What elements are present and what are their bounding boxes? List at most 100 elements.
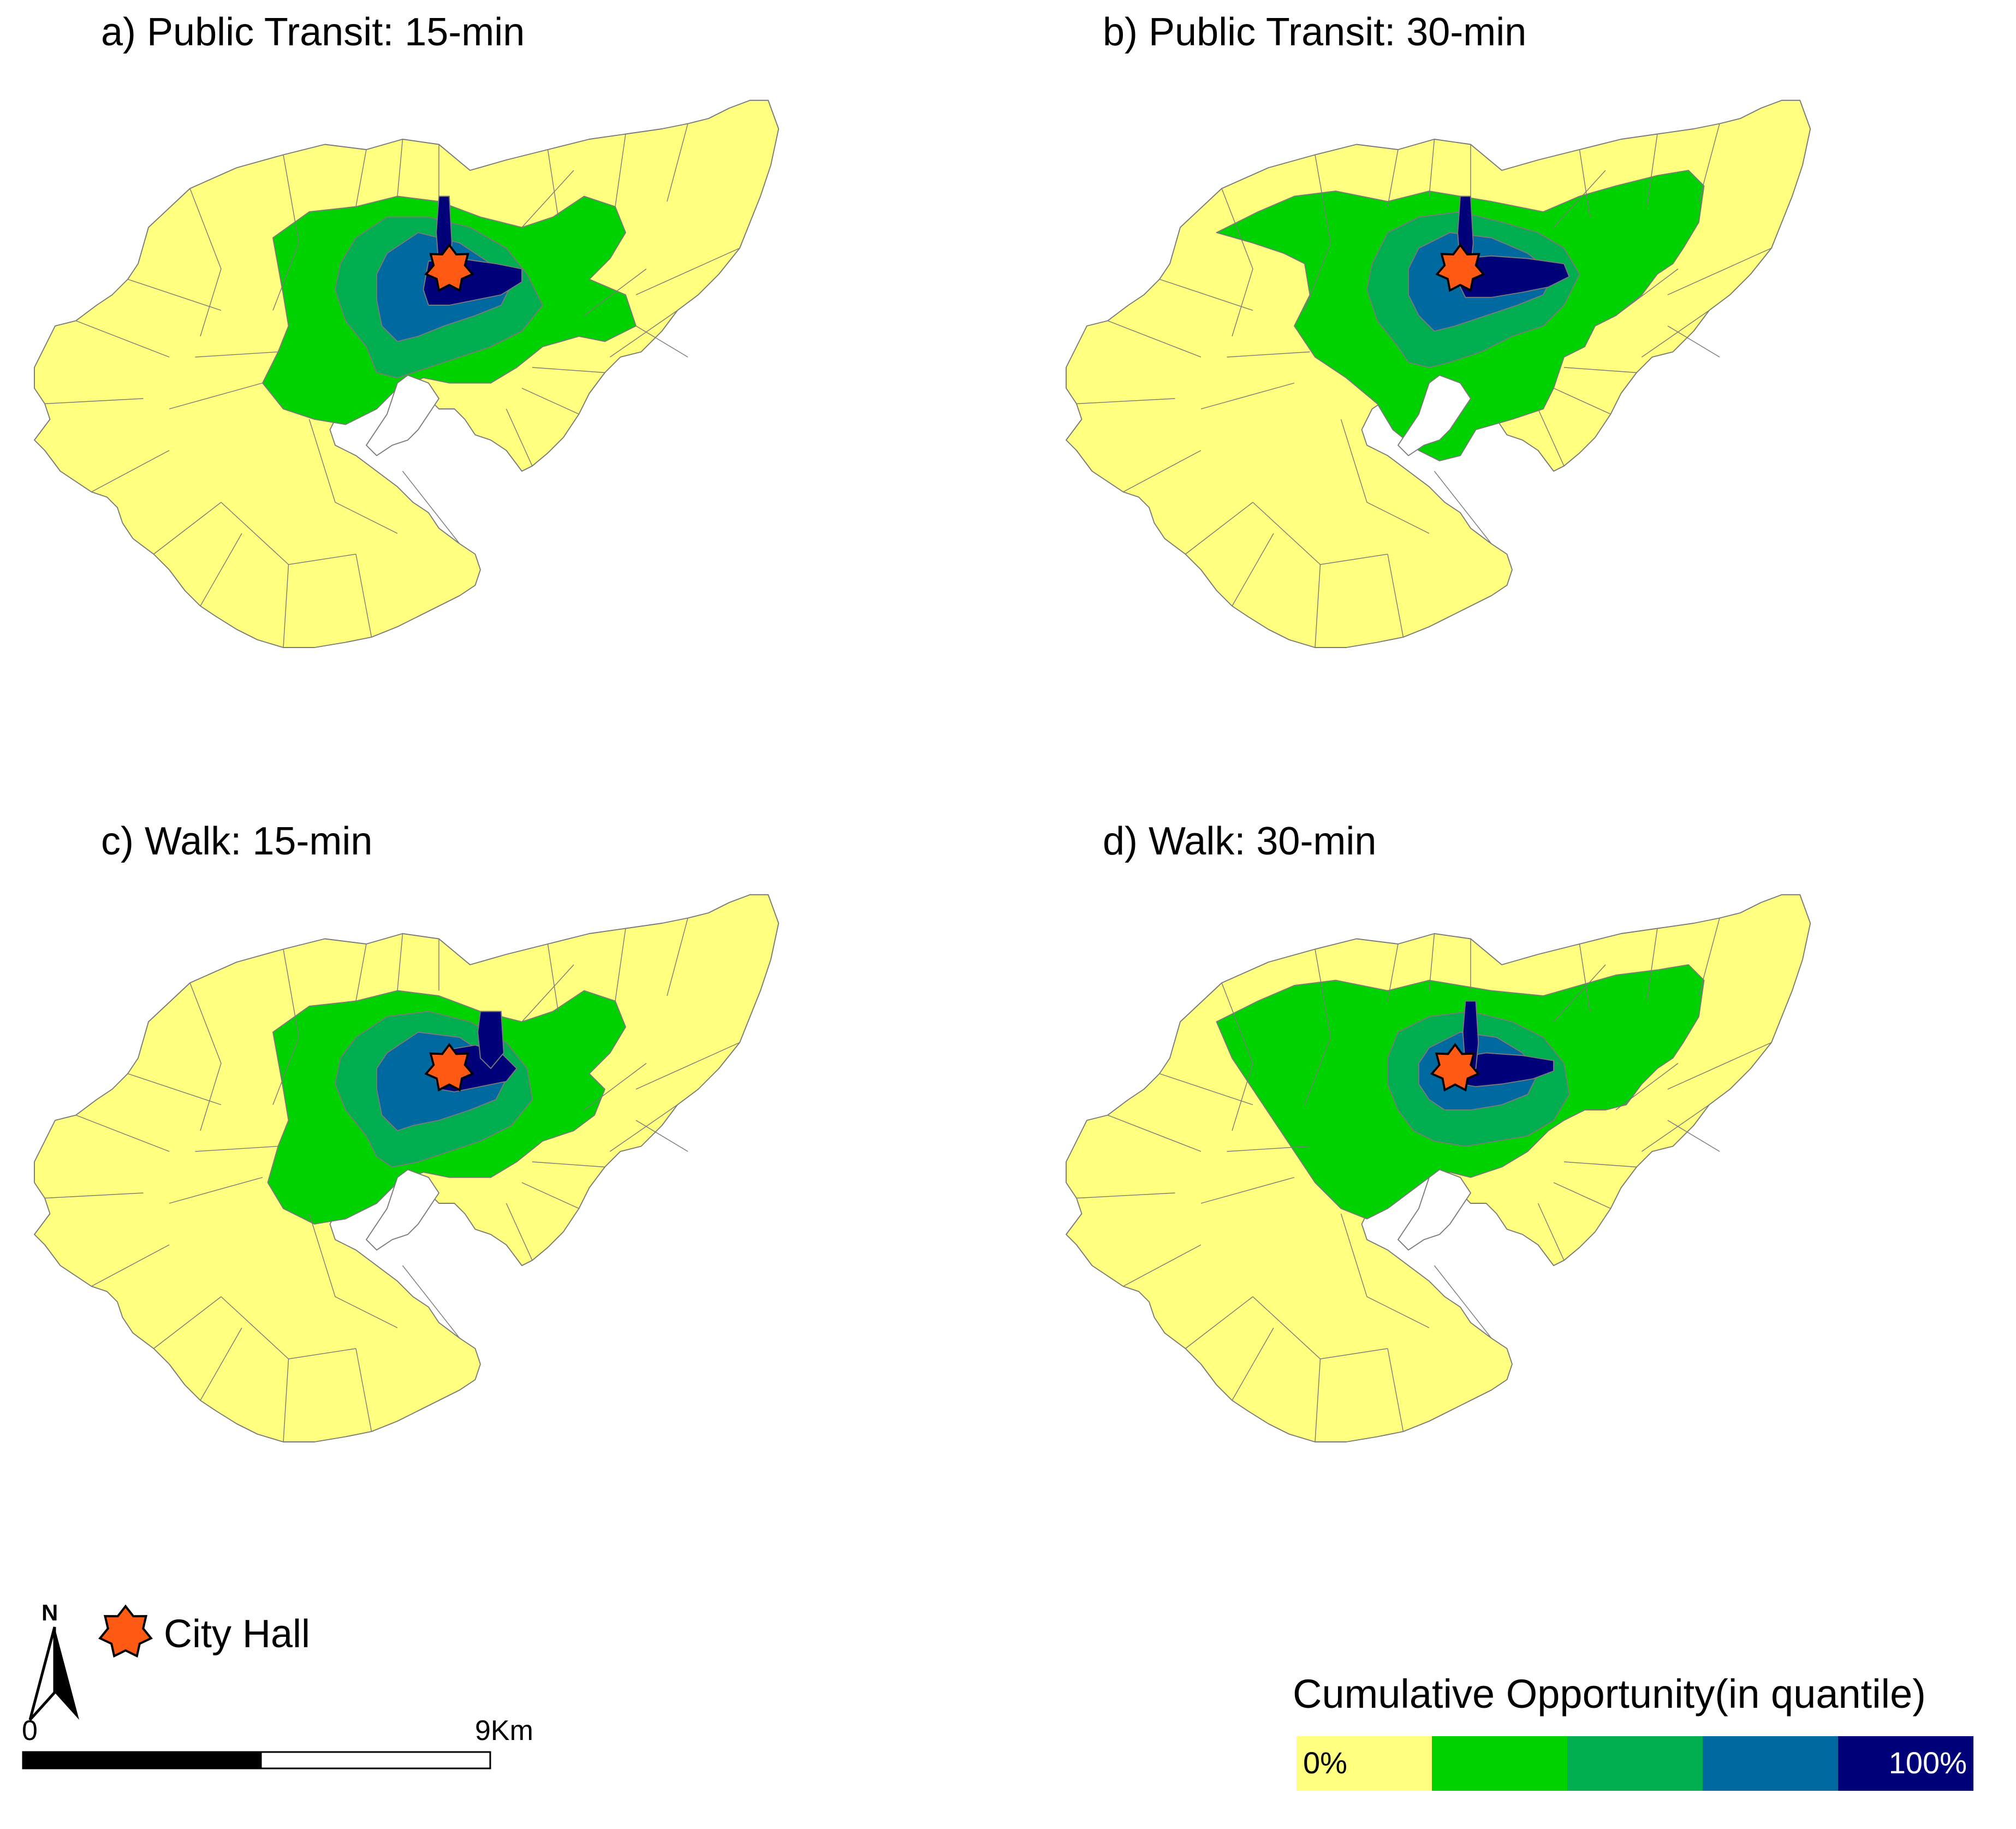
water-body (366, 1169, 439, 1251)
district-boundary (91, 1244, 170, 1287)
legend-title: Cumulative Opportunity(in quantile) (1293, 1671, 1926, 1717)
district-boundary (153, 1296, 222, 1349)
district-boundary (1227, 1145, 1310, 1152)
district-boundary (397, 139, 403, 197)
district-boundary (1221, 982, 1253, 1131)
district-boundary (283, 1358, 289, 1442)
district-boundary (1387, 943, 1399, 1001)
district-boundary (1429, 933, 1435, 991)
district-boundary (1667, 1120, 1720, 1152)
zone-quantile-5-spike (477, 1011, 504, 1069)
district-boundary (1579, 943, 1591, 1012)
district-boundary (1123, 1244, 1202, 1287)
district-boundary (272, 949, 300, 1105)
district-boundary (1579, 149, 1591, 217)
district-boundary (355, 1348, 372, 1432)
district-boundary (75, 1114, 170, 1152)
city-hall-marker-icon (1430, 1043, 1480, 1092)
district-boundary (195, 351, 278, 358)
district-boundary (402, 471, 460, 544)
district-boundary (1107, 320, 1202, 358)
district-boundary (635, 1120, 688, 1152)
district-boundary (200, 533, 242, 607)
district-boundary (547, 149, 559, 217)
district-boundary (195, 1145, 278, 1152)
district-boundary (189, 188, 222, 337)
map-panel-d (1066, 894, 1811, 1442)
district-boundary (521, 964, 574, 1022)
district-boundary (506, 1203, 533, 1261)
district-boundary (1698, 123, 1720, 202)
district-boundary (1387, 1348, 1404, 1432)
district-boundary (1076, 398, 1175, 405)
north-arrow-icon (28, 1626, 79, 1721)
district-boundary (153, 502, 222, 555)
district-boundary (1615, 1062, 1679, 1111)
panel-title-c: c) Walk: 15-min (101, 820, 373, 863)
district-boundary (532, 367, 605, 373)
district-boundary (308, 1213, 398, 1328)
district-boundary (1304, 155, 1331, 311)
district-boundary (1252, 1296, 1388, 1359)
district-boundary (1200, 1177, 1295, 1204)
district-boundary (506, 408, 533, 466)
district-boundary (1537, 408, 1565, 466)
district-boundary (1553, 388, 1611, 415)
legend-class-4 (1703, 1736, 1838, 1791)
district-boundary (44, 398, 144, 405)
district-boundary (200, 1327, 242, 1401)
district-boundary (667, 123, 688, 202)
district-boundary (44, 1192, 144, 1199)
district-boundary (402, 1265, 460, 1339)
district-boundary (1200, 382, 1295, 409)
district-boundary (635, 247, 740, 295)
district-boundary (1076, 1192, 1175, 1199)
district-boundary (1159, 1073, 1253, 1106)
district-boundary (1698, 918, 1720, 996)
map-panel-c (34, 894, 780, 1442)
district-boundary (355, 943, 367, 1001)
district-boundary (308, 419, 398, 534)
district-boundary (1537, 1203, 1565, 1261)
district-boundary (1646, 928, 1658, 1001)
district-boundary (1221, 188, 1253, 337)
district-boundary (1563, 1161, 1637, 1168)
district-boundary (1252, 502, 1388, 565)
district-boundary (1232, 1327, 1274, 1401)
water-body (1397, 375, 1471, 456)
district-boundary (1434, 471, 1492, 544)
district-boundary (91, 450, 170, 492)
district-boundary (1227, 351, 1310, 358)
panel-title-b: b) Public Transit: 30-min (1103, 10, 1527, 54)
district-boundary (1553, 1182, 1611, 1209)
city-hall-label: City Hall (164, 1612, 311, 1656)
district-boundary (615, 134, 626, 207)
district-boundary (1642, 1104, 1710, 1152)
city-hall-marker-icon (1435, 243, 1485, 292)
district-boundary (272, 155, 300, 311)
district-boundary (127, 278, 222, 311)
district-boundary (1553, 170, 1606, 228)
district-boundary (1232, 533, 1274, 607)
city-hall-legend-icon (98, 1604, 153, 1658)
district-boundary (1304, 949, 1331, 1105)
district-boundary (547, 943, 559, 1012)
legend-class-1: 0% (1297, 1736, 1432, 1791)
north-label: N (41, 1600, 58, 1625)
district-boundary (1646, 134, 1658, 207)
district-boundary (1159, 278, 1253, 311)
district-boundary (169, 1177, 263, 1204)
district-boundary (1387, 554, 1404, 638)
legend-high-label: 100% (1888, 1745, 1967, 1780)
district-boundary (584, 268, 647, 316)
district-boundary (1185, 1296, 1253, 1349)
district-boundary (1387, 149, 1399, 207)
panel-title-a: a) Public Transit: 15-min (101, 10, 525, 54)
district-boundary (1315, 1358, 1321, 1442)
district-boundary (667, 918, 688, 996)
district-boundary (221, 502, 356, 565)
district-boundary (283, 564, 289, 648)
district-boundary (1315, 564, 1321, 648)
city-hall-marker-icon (424, 1043, 474, 1092)
district-boundary (635, 1042, 740, 1090)
